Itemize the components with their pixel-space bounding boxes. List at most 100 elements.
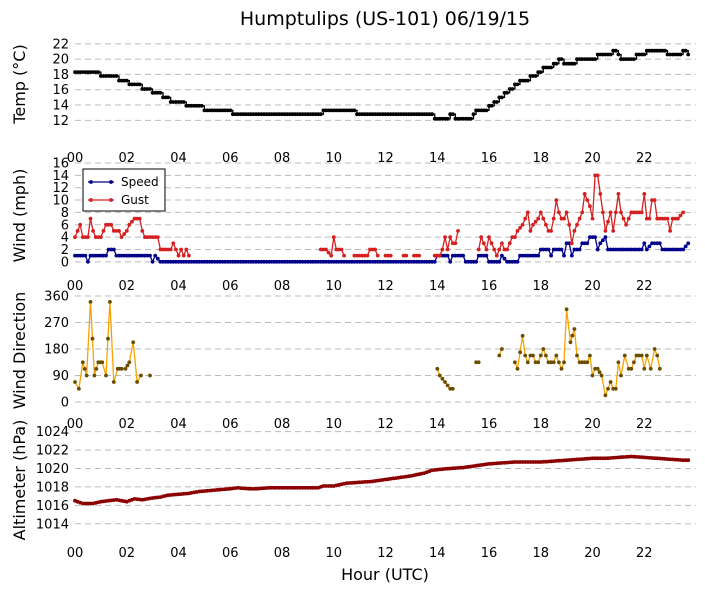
- data-point-temp: [269, 112, 274, 117]
- y-tick-label: 360: [44, 290, 69, 305]
- data-point-temp: [458, 116, 463, 121]
- chart-title: Humptulips (US-101) 06/19/15: [240, 8, 530, 30]
- data-point-temp: [329, 108, 334, 113]
- data-point-direction: [551, 360, 556, 365]
- data-point-temp: [378, 112, 383, 117]
- x-tick-label: 10: [325, 151, 342, 166]
- data-point-gust: [569, 241, 574, 246]
- data-point-speed: [484, 253, 489, 258]
- data-point-temp: [642, 52, 647, 57]
- data-point-gust: [681, 210, 685, 215]
- data-point-temp: [533, 74, 538, 78]
- x-tick-label: 06: [222, 279, 239, 294]
- data-point-speed: [365, 259, 370, 264]
- data-point-temp: [383, 112, 388, 117]
- data-point-speed: [179, 259, 184, 264]
- data-point-temp: [575, 57, 579, 61]
- data-point-direction: [119, 366, 124, 371]
- data-point-temp: [469, 116, 473, 121]
- data-point-speed: [445, 253, 450, 258]
- data-point-gust: [174, 247, 178, 252]
- data-point-gust: [494, 253, 499, 258]
- y-axis-label-temp: Temp (°C): [10, 44, 29, 124]
- x-tick-label: 06: [222, 417, 239, 432]
- data-point-speed: [293, 259, 297, 264]
- data-point-temp: [569, 61, 574, 66]
- data-point-speed: [117, 253, 121, 258]
- data-point-direction: [135, 380, 140, 384]
- data-point-speed: [352, 259, 357, 264]
- data-point-speed: [603, 235, 608, 240]
- data-point-direction: [528, 353, 533, 358]
- data-point-temp: [111, 74, 116, 78]
- data-point-direction: [88, 300, 93, 304]
- data-point-gust: [582, 192, 587, 196]
- data-point-direction: [549, 360, 553, 365]
- data-point-gust: [88, 216, 93, 221]
- data-point-speed: [210, 259, 215, 264]
- x-tick-label: 22: [636, 546, 653, 561]
- data-point-speed: [657, 241, 662, 246]
- data-point-speed: [298, 259, 302, 264]
- data-point-temp: [650, 48, 654, 53]
- data-point-gust: [352, 253, 357, 258]
- data-point-temp: [588, 57, 592, 61]
- data-point-direction: [440, 376, 445, 381]
- data-point-gust: [96, 235, 101, 240]
- data-point-altimeter: [293, 485, 297, 490]
- data-point-temp: [487, 103, 491, 108]
- data-point-speed: [399, 259, 403, 264]
- data-point-gust: [632, 210, 636, 215]
- data-point-speed: [202, 259, 207, 264]
- data-point-speed: [220, 259, 225, 264]
- data-point-gust: [106, 222, 111, 227]
- x-tick-label: 06: [222, 546, 239, 561]
- data-point-temp: [616, 52, 621, 57]
- data-point-temp: [494, 100, 499, 104]
- data-point-temp: [295, 112, 300, 117]
- data-point-speed: [75, 253, 80, 258]
- data-point-direction: [536, 360, 541, 365]
- data-point-speed: [549, 253, 553, 258]
- data-point-altimeter: [83, 501, 88, 506]
- data-point-speed: [507, 259, 512, 264]
- data-point-temp: [184, 103, 189, 108]
- data-point-gust: [525, 210, 530, 215]
- y-tick-label: 4: [61, 231, 69, 246]
- data-point-speed: [637, 247, 641, 252]
- data-point-speed: [505, 259, 509, 264]
- data-point-temp: [647, 48, 652, 53]
- data-point-temp: [492, 100, 497, 104]
- x-tick-label: 14: [429, 279, 446, 294]
- data-point-altimeter: [303, 485, 308, 490]
- y-tick-label: 2: [61, 243, 69, 258]
- data-point-temp: [262, 112, 266, 117]
- x-tick-label: 12: [377, 279, 394, 294]
- data-point-direction: [435, 366, 440, 371]
- data-point-temp: [632, 57, 636, 61]
- data-point-speed: [644, 247, 649, 252]
- series-line-gust: [320, 236, 345, 258]
- data-point-direction: [608, 380, 613, 384]
- data-point-gust: [150, 235, 155, 240]
- data-point-temp: [422, 112, 427, 117]
- data-point-gust: [417, 253, 421, 258]
- data-point-temp: [523, 78, 528, 83]
- x-tick-label: 14: [429, 546, 446, 561]
- data-point-temp: [91, 70, 95, 74]
- data-point-temp: [497, 95, 502, 100]
- data-point-speed: [621, 247, 626, 252]
- data-point-gust: [590, 216, 595, 221]
- data-point-temp: [681, 48, 685, 53]
- data-point-speed: [463, 259, 468, 264]
- data-point-temp: [479, 108, 484, 113]
- data-point-gust: [176, 253, 181, 258]
- data-point-gust: [479, 235, 484, 240]
- data-point-speed: [401, 259, 406, 264]
- data-point-speed: [515, 259, 520, 264]
- data-point-altimeter: [531, 460, 535, 464]
- data-point-speed: [678, 247, 683, 252]
- data-point-speed: [280, 259, 284, 264]
- data-point-speed: [176, 259, 181, 264]
